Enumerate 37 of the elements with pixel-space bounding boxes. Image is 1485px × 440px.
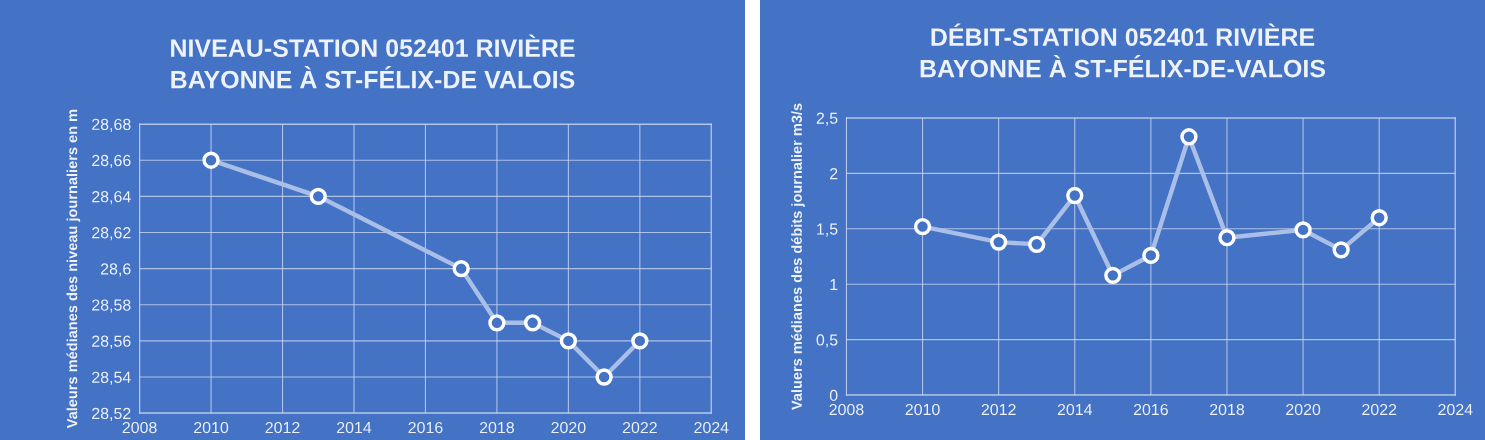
y-tick-label: 2 [830,167,838,180]
y-tick-label: 1,5 [817,223,838,237]
chart-title: NIVEAU-STATION 052401 RIVIÈRE BAYONNE À ST-FÉLIX-DE VALOIS [171,34,575,89]
x-tick-label: 2012 [265,421,300,434]
x-tick-label: 2016 [408,421,443,434]
y-tick-label: 28,58 [92,299,131,313]
x-tick-label: 2014 [337,421,372,434]
y-axis-title: Valuers médianes des débits journalier m3/s [791,103,805,411]
chart-title: DÉBIT-STATION 052401 RIVIÈRE BAYONNE À ST-FÉLIX-DE-VALOIS [920,23,1326,78]
x-tick-label: 2010 [905,403,940,416]
x-tick-label: 2022 [622,421,657,434]
x-tick-label: 2008 [122,421,157,434]
y-tick-label: 28,52 [92,407,131,421]
x-tick-label: 2020 [551,421,586,434]
y-tick-label: 28,66 [92,154,131,169]
y-tick-label: 28,54 [92,371,131,385]
y-tick-label: 28,68 [92,118,131,132]
x-tick-label: 2018 [479,421,514,434]
x-tick-label: 2024 [694,421,729,434]
x-tick-label: 2020 [1286,403,1321,416]
y-tick-label: 28,6 [100,263,131,277]
x-tick-label: 2022 [1362,403,1397,416]
x-tick-label: 2024 [1438,403,1473,416]
x-tick-label: 2018 [1210,403,1245,416]
y-tick-label: 0 [829,389,838,402]
y-tick-label: 2,5 [816,112,838,126]
y-tick-label: 0,5 [816,334,838,348]
y-tick-label: 28,62 [92,227,131,241]
y-tick-label: 1 [830,279,838,291]
y-axis-title: Valeurs médianes des niveau journaliers en m [66,109,81,429]
y-tick-label: 28,56 [92,335,131,349]
y-tick-label: 28,64 [92,190,131,205]
x-tick-label: 2008 [829,403,864,416]
x-tick-label: 2016 [1133,403,1168,416]
x-tick-label: 2014 [1057,403,1093,416]
x-tick-label: 2010 [194,421,229,434]
x-tick-label: 2012 [981,403,1016,416]
